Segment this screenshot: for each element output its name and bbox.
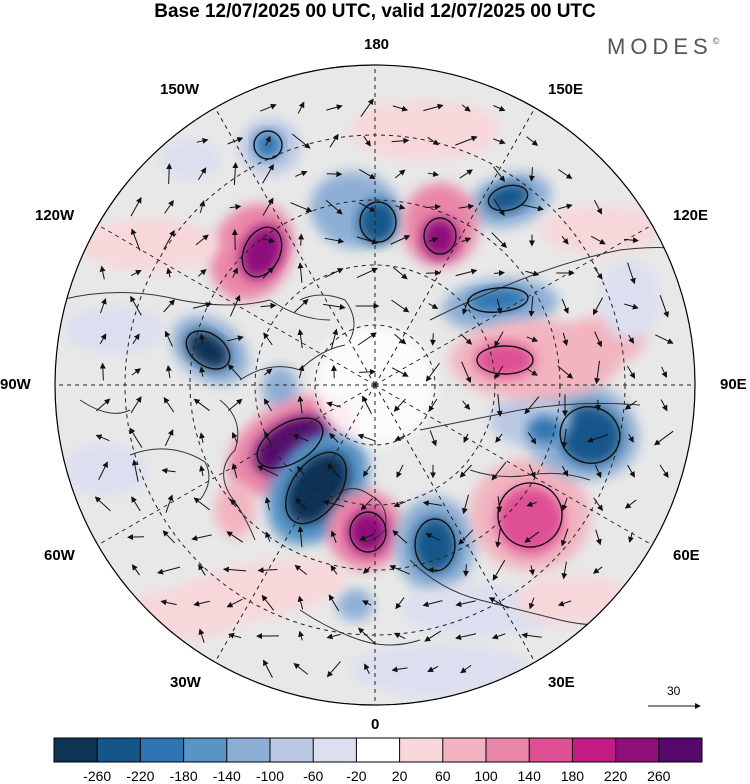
colorbar-tick-label: -220: [120, 768, 160, 784]
anomaly-blob: [475, 342, 535, 378]
anomaly-blob: [80, 219, 220, 271]
colorbar-tick-label: 20: [380, 768, 420, 784]
anomaly-blob: [350, 644, 530, 696]
wind-arrow: [433, 333, 434, 344]
colorbar-tick-label: 60: [423, 768, 463, 784]
colorbar-tick-label: -100: [250, 768, 290, 784]
lon-label-150e: 150E: [548, 81, 583, 98]
anomaly-blob: [65, 444, 145, 496]
anomaly-blob: [348, 510, 388, 554]
colorbar-tick-label: 180: [552, 768, 592, 784]
anomaly-blob: [358, 200, 398, 244]
wind-arrow: [327, 174, 342, 175]
map-disc: [45, 55, 705, 715]
colorbar-tick-label: -260: [77, 768, 117, 784]
colorbar-tick-label: 100: [466, 768, 506, 784]
anomaly-blob: [527, 416, 563, 444]
anomaly-blob: [337, 589, 373, 621]
wind-arrow: [466, 564, 467, 576]
anomaly-blob: [65, 306, 165, 354]
lon-label-30w: 30W: [170, 674, 201, 691]
wind-arrow: [301, 234, 302, 245]
colorbar-tick-label: -180: [164, 768, 204, 784]
colorbar-tick-label: 140: [509, 768, 549, 784]
anomaly-blob: [413, 517, 457, 573]
lon-label-0: 0: [371, 716, 379, 733]
wind-arrow: [128, 537, 144, 538]
lon-label-120w: 120W: [35, 207, 74, 224]
wind-arrow: [359, 372, 375, 373]
lon-label-30e: 30E: [548, 674, 575, 691]
lon-label-180: 180: [364, 36, 389, 53]
wind-arrow: [169, 164, 170, 184]
lon-label-90w: 90W: [0, 376, 31, 393]
anomaly-blob: [540, 206, 660, 254]
colorbar-tick-label: 220: [596, 768, 636, 784]
lon-label-120e: 120E: [673, 207, 708, 224]
lon-label-60w: 60W: [44, 547, 75, 564]
anomaly-blob: [215, 482, 255, 538]
colorbar-tick-label: 260: [639, 768, 679, 784]
anomaly-blob: [600, 260, 660, 340]
colorbar-tick-label: -20: [336, 768, 376, 784]
lon-label-150w: 150W: [160, 81, 199, 98]
lon-label-60e: 60E: [673, 547, 700, 564]
anomaly-blob: [120, 589, 240, 641]
colorbar-tick-label: -60: [293, 768, 333, 784]
colorbar-tick-label: -140: [207, 768, 247, 784]
anomaly-blob: [350, 100, 500, 160]
reference-vector-label: 30: [667, 684, 680, 698]
lon-label-90e: 90E: [720, 376, 747, 393]
